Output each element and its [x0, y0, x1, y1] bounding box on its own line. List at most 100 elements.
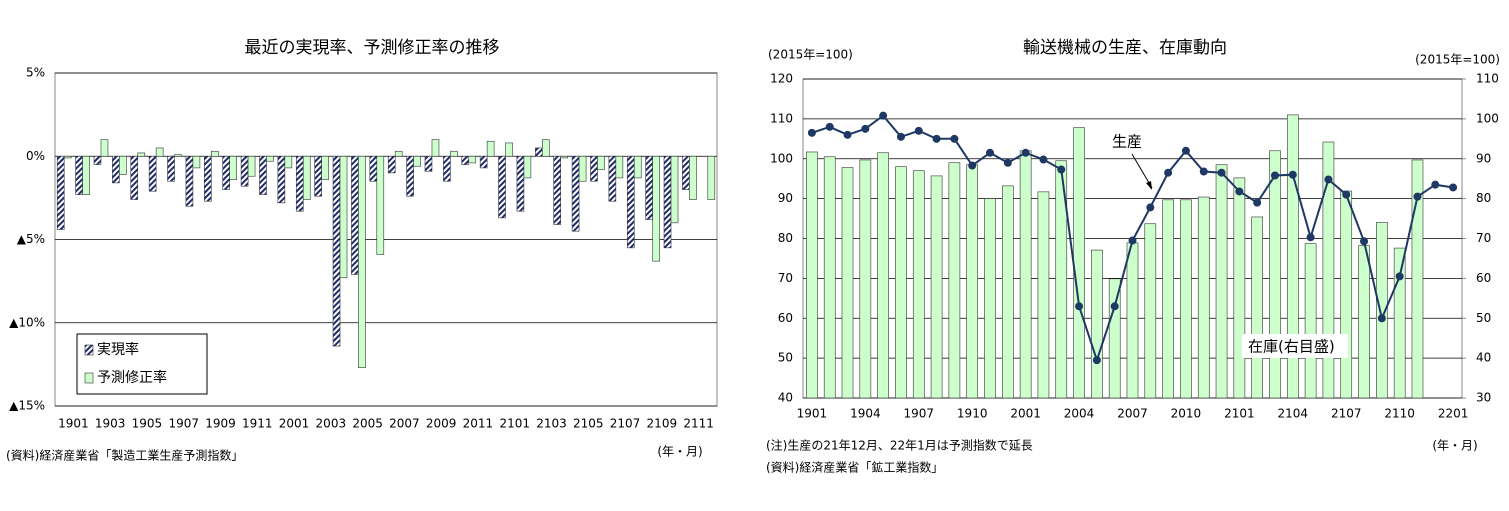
- note: (注)生産の21年12月、22年1月は予測指数で延長: [766, 438, 1033, 453]
- bar: [670, 155, 679, 224]
- line-marker: [1217, 168, 1226, 177]
- bar: [645, 155, 653, 220]
- x-tick-label: 1901: [58, 417, 89, 431]
- legend-label: 実現率: [97, 341, 139, 358]
- bar: [516, 155, 525, 212]
- bar: [542, 139, 550, 157]
- line-marker: [950, 134, 959, 143]
- bar: [1002, 185, 1014, 399]
- line-marker: [896, 132, 905, 141]
- y-tick-label: 60: [778, 311, 793, 325]
- y-tick-label: 5%: [26, 66, 45, 80]
- x-tick-label: 2004: [1064, 407, 1095, 421]
- bar: [1108, 278, 1121, 399]
- bar: [1411, 159, 1424, 399]
- bar: [806, 151, 818, 399]
- line-marker: [1449, 183, 1458, 192]
- bar: [351, 155, 359, 275]
- bar: [63, 155, 72, 159]
- line-marker: [1039, 155, 1048, 164]
- y-tick-label: ▲15%: [9, 399, 45, 413]
- bar: [119, 155, 127, 175]
- bar: [461, 155, 470, 165]
- bar: [1251, 216, 1263, 399]
- bar: [192, 155, 201, 169]
- bar: [608, 155, 617, 202]
- y2-tick-label: 110: [1476, 72, 1499, 86]
- source: (資料)経済産業省「製造工業生産予測指数」: [6, 448, 243, 463]
- bar: [877, 152, 889, 399]
- bar: [841, 167, 854, 399]
- bar: [652, 155, 660, 262]
- bar: [823, 156, 836, 399]
- x-tick-label: 2007: [1117, 407, 1148, 421]
- x-tick-label: 2007: [389, 417, 420, 431]
- bar: [277, 155, 286, 204]
- bar: [424, 155, 433, 172]
- y2-tick-label: 80: [1476, 191, 1491, 205]
- line-marker: [1288, 170, 1297, 179]
- bar: [1073, 127, 1085, 399]
- bar: [1304, 243, 1317, 399]
- bar: [431, 139, 440, 157]
- annotation: 生産: [1112, 133, 1142, 151]
- x-tick-label: 2003: [316, 417, 347, 431]
- bar: [523, 155, 532, 179]
- legend-swatch: [84, 372, 94, 384]
- bar: [498, 155, 506, 219]
- line-marker: [1146, 203, 1155, 212]
- x-tick-label: 1903: [95, 417, 126, 431]
- y2-tick-label: 100: [1476, 111, 1499, 125]
- line-marker: [1306, 233, 1315, 242]
- y-tick-label: 70: [778, 271, 793, 285]
- bar: [259, 155, 267, 195]
- line-marker: [932, 134, 941, 143]
- line-marker: [1413, 192, 1422, 201]
- line-marker: [1075, 302, 1084, 311]
- x-tick-label: 2201: [1438, 407, 1469, 421]
- line-marker: [1377, 314, 1386, 323]
- line-marker: [807, 128, 816, 137]
- bar: [930, 175, 943, 399]
- line-marker: [1128, 236, 1137, 245]
- y-tick-label: 110: [770, 111, 793, 125]
- bar: [682, 155, 690, 190]
- bar: [590, 155, 598, 182]
- line-marker: [843, 130, 852, 139]
- x-tick-label: 2103: [536, 417, 567, 431]
- line-marker: [1253, 198, 1262, 207]
- x-tick-label: 2101: [499, 417, 530, 431]
- bar: [1126, 242, 1139, 399]
- bar: [406, 155, 414, 197]
- y-tick-label: 100: [770, 151, 793, 165]
- bar: [1286, 114, 1299, 399]
- x-tick-label: 2109: [647, 417, 678, 431]
- bar: [1233, 177, 1246, 399]
- annotation-arrowhead: [1146, 181, 1152, 190]
- line-marker: [1342, 190, 1351, 199]
- line-marker: [1003, 158, 1012, 167]
- bar: [93, 155, 102, 165]
- bar: [707, 155, 716, 200]
- y-tick-label: 90: [778, 191, 793, 205]
- bar: [1180, 199, 1192, 399]
- bar: [966, 164, 979, 399]
- bar: [1376, 222, 1388, 399]
- bar: [486, 140, 495, 157]
- line-marker: [968, 161, 977, 170]
- x-tick-label: 2110: [1384, 407, 1415, 421]
- y-tick-label: ▲5%: [17, 232, 45, 246]
- y-tick-label: 50: [778, 351, 793, 365]
- y-tick-label: 80: [778, 231, 793, 245]
- y2-tick-label: 30: [1476, 391, 1491, 405]
- x-tick-label: 2001: [279, 417, 310, 431]
- bar: [1162, 199, 1174, 399]
- y2-tick-label: 50: [1476, 311, 1491, 325]
- line-marker: [986, 148, 995, 157]
- bar: [1215, 164, 1228, 399]
- x-tick-label: 2105: [573, 417, 604, 431]
- bar: [167, 155, 175, 182]
- bar: [229, 155, 237, 180]
- x-tick-label: 1904: [850, 407, 881, 421]
- y2-tick-label: 40: [1476, 351, 1491, 365]
